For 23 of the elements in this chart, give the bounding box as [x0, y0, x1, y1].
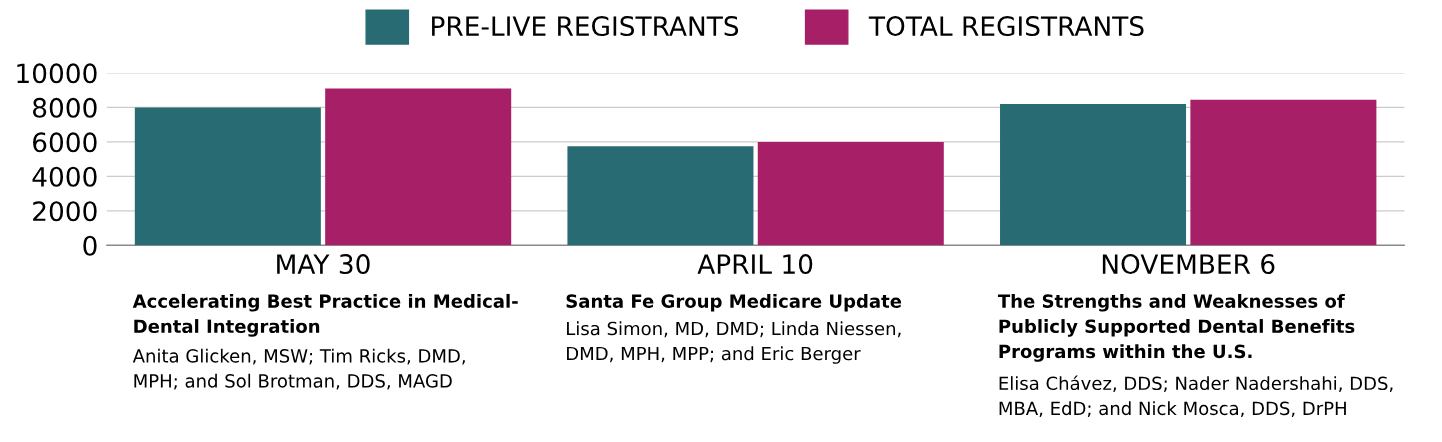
y-tick-label: 8000 [33, 97, 97, 118]
text: Accelerating Best Practice in Medical- Dental Integration [132, 293, 518, 337]
x-tick-label: MAY 30 [277, 254, 370, 275]
bar [134, 107, 321, 246]
text: Santa Fe Group Medicare Update [566, 293, 902, 312]
y-tick-label: 6000 [33, 132, 97, 153]
text: Lisa Simon, MD, DMD; Linda Niessen, DMD, MPH, MPP; and Eric Berger [567, 321, 901, 364]
text: Elisa Chávez, DDS; Nader Nadershahi, DDS, MBA, EdD; and Nick Mosca, DDS, DrPH [999, 375, 1393, 417]
text: The Strengths and Weaknesses of Publicly Supported Dental Benefits Programs within the U.S. [997, 293, 1355, 362]
bar [1190, 99, 1377, 246]
bar [757, 141, 944, 246]
bar [567, 146, 754, 246]
y-tick-label: 4000 [32, 166, 97, 187]
x-tick-label: NOVEMBER 6 [1102, 254, 1275, 275]
text: Anita Glicken, MSW; Tim Ricks, DMD, MPH; and Sol Brotman, DDS, MAGD [132, 348, 465, 390]
bar [325, 88, 512, 246]
legend-label: PRE-LIVE REGISTRANTS [432, 16, 739, 37]
y-tick-label: 10000 [17, 63, 97, 84]
y-tick-label: 2000 [33, 201, 97, 222]
bar [1000, 103, 1187, 246]
y-tick-label: 0 [83, 235, 97, 256]
x-tick-label: APRIL 10 [697, 254, 813, 275]
legend-label: TOTAL REGISTRANTS [868, 16, 1144, 37]
